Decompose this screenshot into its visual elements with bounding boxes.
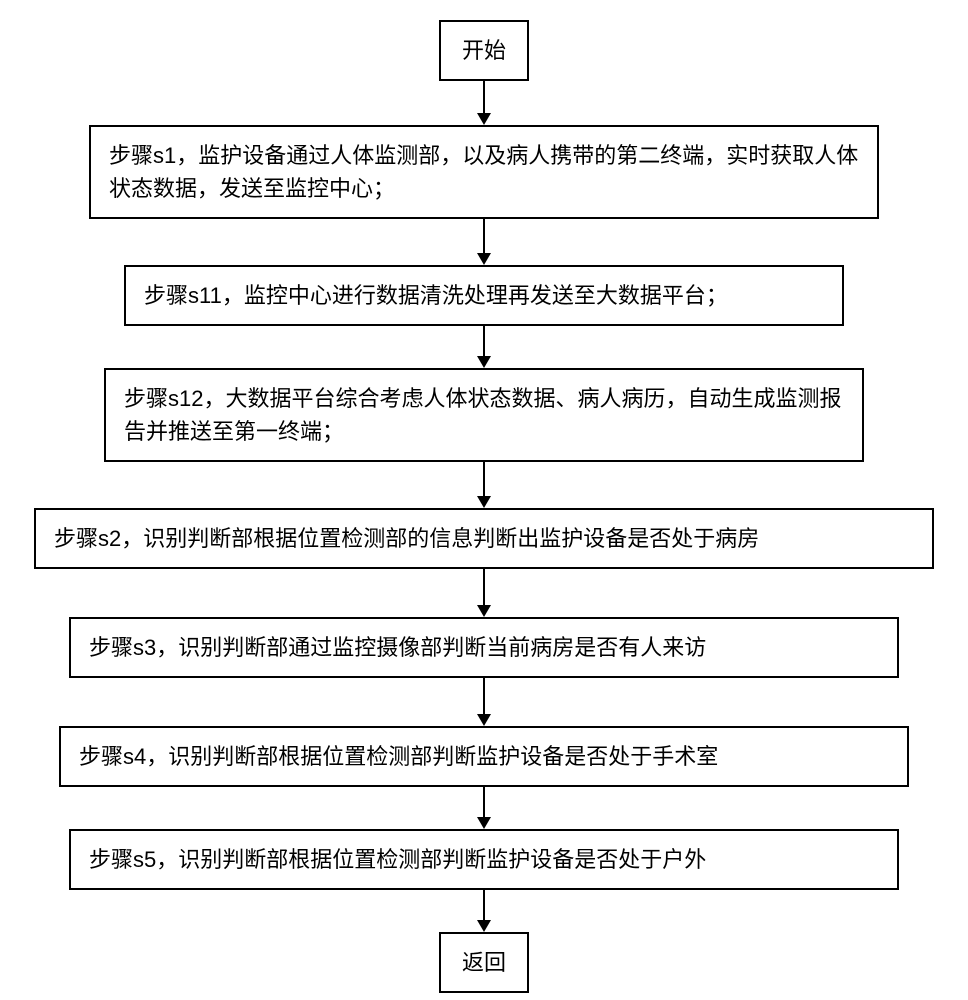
arrow [477,219,491,265]
arrow-line [483,678,485,714]
arrow-head-icon [477,605,491,617]
node-label: 步骤s2，识别判断部根据位置检测部的信息判断出监护设备是否处于病房 [54,522,759,555]
arrow-head-icon [477,714,491,726]
arrow [477,678,491,726]
arrow [477,326,491,368]
node-s3: 步骤s3，识别判断部通过监控摄像部判断当前病房是否有人来访 [69,617,899,678]
arrow-head-icon [477,253,491,265]
arrow-head-icon [477,817,491,829]
node-label: 步骤s12，大数据平台综合考虑人体状态数据、病人病历，自动生成监测报告并推送至第… [124,382,844,448]
arrow [477,890,491,932]
node-s12: 步骤s12，大数据平台综合考虑人体状态数据、病人病历，自动生成监测报告并推送至第… [104,368,864,462]
node-label: 步骤s3，识别判断部通过监控摄像部判断当前病房是否有人来访 [89,631,706,664]
node-label: 开始 [462,34,506,67]
arrow [477,787,491,829]
flowchart-container: 开始 步骤s1，监护设备通过人体监测部，以及病人携带的第二终端，实时获取人体状态… [0,0,968,993]
node-label: 返回 [462,946,506,979]
node-s5: 步骤s5，识别判断部根据位置检测部判断监护设备是否处于户外 [69,829,899,890]
arrow [477,462,491,508]
node-start: 开始 [439,20,529,81]
arrow [477,569,491,617]
arrow-head-icon [477,496,491,508]
arrow-line [483,462,485,496]
arrow-line [483,787,485,817]
node-s1: 步骤s1，监护设备通过人体监测部，以及病人携带的第二终端，实时获取人体状态数据，… [89,125,879,219]
node-label: 步骤s11，监控中心进行数据清洗处理再发送至大数据平台； [144,279,728,312]
arrow-line [483,219,485,253]
node-return: 返回 [439,932,529,993]
node-s2: 步骤s2，识别判断部根据位置检测部的信息判断出监护设备是否处于病房 [34,508,934,569]
node-s4: 步骤s4，识别判断部根据位置检测部判断监护设备是否处于手术室 [59,726,909,787]
node-s11: 步骤s11，监控中心进行数据清洗处理再发送至大数据平台； [124,265,844,326]
node-label: 步骤s1，监护设备通过人体监测部，以及病人携带的第二终端，实时获取人体状态数据，… [109,139,859,205]
arrow-line [483,890,485,920]
arrow-head-icon [477,920,491,932]
arrow-head-icon [477,356,491,368]
arrow [477,81,491,125]
arrow-line [483,81,485,113]
arrow-head-icon [477,113,491,125]
node-label: 步骤s4，识别判断部根据位置检测部判断监护设备是否处于手术室 [79,740,718,773]
node-label: 步骤s5，识别判断部根据位置检测部判断监护设备是否处于户外 [89,843,706,876]
arrow-line [483,326,485,356]
arrow-line [483,569,485,605]
